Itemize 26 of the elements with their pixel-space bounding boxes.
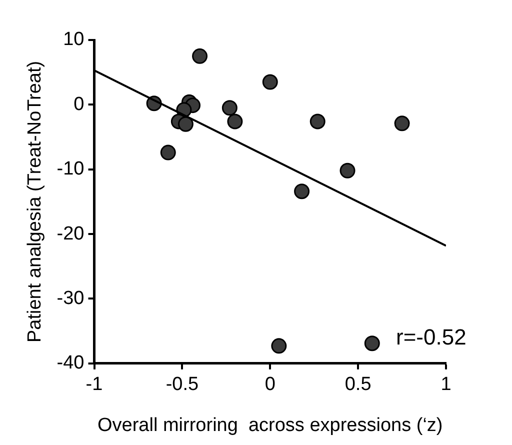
y-axis-title: Patient analgesia (Treat-NoTreat) (24, 60, 46, 343)
point (340, 162, 356, 178)
point (294, 184, 310, 200)
y-tick-label: -20 (56, 223, 84, 244)
point (222, 100, 238, 116)
x-tick-label: 1 (440, 374, 452, 396)
point (394, 116, 410, 132)
y-tick-label: -10 (56, 158, 84, 180)
point (262, 74, 278, 90)
x-tick-label: -1 (86, 374, 103, 396)
y-tick-label: 0 (74, 94, 84, 115)
point (192, 48, 208, 64)
x-axis-title: Overall mirroring across expressions (‘z) (98, 414, 443, 436)
point (364, 336, 380, 352)
y-tick-label: 10 (63, 29, 84, 50)
point (310, 114, 326, 130)
y-tick-label: -40 (56, 352, 84, 374)
annotation: r=-0.52 (396, 324, 466, 350)
point (227, 114, 243, 130)
point (178, 116, 194, 132)
point (271, 338, 287, 354)
x-tick-label: 0 (264, 374, 276, 396)
point (160, 144, 176, 160)
x-tick-label: -0.5 (166, 374, 199, 396)
y-tick-label: -30 (56, 288, 84, 309)
x-tick-label: 0.5 (344, 374, 372, 396)
